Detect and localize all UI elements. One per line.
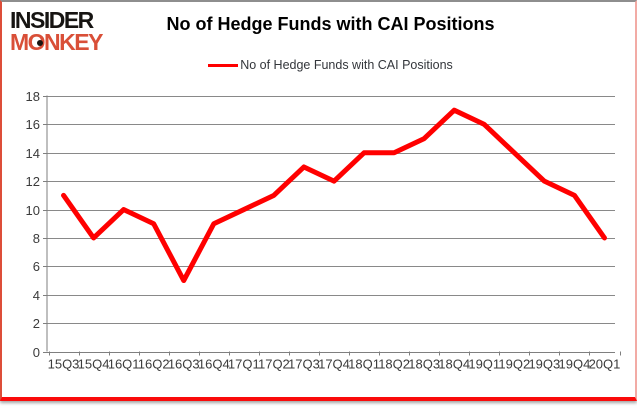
y-axis-tick-label: 16 xyxy=(26,117,40,132)
x-axis-tick-label: 16Q3 xyxy=(168,357,200,372)
x-axis-tick-label: 18Q2 xyxy=(378,357,410,372)
x-axis-tick-label: 17Q1 xyxy=(228,357,260,372)
x-axis-tick-label: 19Q2 xyxy=(498,357,530,372)
x-axis-tick-label: 19Q3 xyxy=(528,357,560,372)
line-chart-plot: 02468101214161815Q315Q416Q116Q216Q316Q41… xyxy=(2,2,635,397)
x-axis-tick-label: 18Q1 xyxy=(348,357,380,372)
x-axis-tick-label: 18Q3 xyxy=(408,357,440,372)
x-axis-tick-label: 16Q4 xyxy=(198,357,230,372)
x-axis-tick-label: 19Q4 xyxy=(559,357,591,372)
y-axis-tick-label: 14 xyxy=(26,146,40,161)
x-axis-tick-label: 16Q1 xyxy=(108,357,140,372)
y-axis-tick-label: 12 xyxy=(26,174,40,189)
x-axis-tick-label: 17Q2 xyxy=(258,357,290,372)
y-axis-tick-label: 8 xyxy=(33,231,40,246)
y-axis-tick-label: 18 xyxy=(26,89,40,104)
x-axis-tick-label: 16Q2 xyxy=(138,357,170,372)
x-axis-tick-label: 17Q3 xyxy=(288,357,320,372)
y-axis-tick-label: 6 xyxy=(33,259,40,274)
y-axis-tick-label: 0 xyxy=(33,345,40,360)
y-axis-tick-label: 10 xyxy=(26,203,40,218)
x-axis-tick-label: 15Q4 xyxy=(78,357,110,372)
chart-card: INSIDER MONKEY No of Hedge Funds with CA… xyxy=(0,0,637,401)
y-axis-tick-label: 4 xyxy=(33,288,40,303)
y-axis-tick-label: 2 xyxy=(33,316,40,331)
data-series-line xyxy=(64,110,605,280)
x-axis-tick-label: 20Q1 xyxy=(589,357,621,372)
x-axis-tick-label: 17Q4 xyxy=(318,357,350,372)
x-axis-tick-label: 19Q1 xyxy=(468,357,500,372)
x-axis-tick-label: 18Q4 xyxy=(438,357,470,372)
x-axis-tick-label: 15Q3 xyxy=(48,357,80,372)
